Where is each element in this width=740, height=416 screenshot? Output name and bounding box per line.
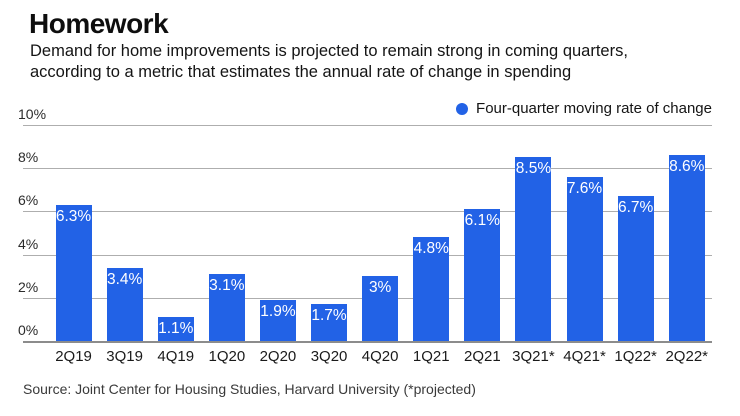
gridline-4% <box>23 254 712 256</box>
gridline-6% <box>23 211 712 213</box>
x-axis-tick-label: 4Q19 <box>157 348 195 365</box>
gridline-8% <box>23 168 712 170</box>
chart-subtitle: Demand for home improvements is projecte… <box>30 41 628 83</box>
chart-title: Homework <box>29 8 169 39</box>
x-axis-tick-label: 4Q20 <box>361 348 399 365</box>
bar-value-label: 3.4% <box>106 270 143 288</box>
bar-4Q21*: 7.6% <box>566 176 603 341</box>
bar-value-label: 3.1% <box>209 277 245 295</box>
bar-3Q20: 1.7% <box>311 304 348 341</box>
bar-value-label: 3% <box>368 279 392 297</box>
legend-label: Four-quarter moving rate of change <box>476 100 712 117</box>
bar-value-label: 1.9% <box>260 302 296 320</box>
bar-3Q21*: 8.5% <box>515 157 552 341</box>
x-axis-tick-label: 3Q20 <box>310 348 348 365</box>
y-axis-tick-label: 10% <box>18 106 47 122</box>
bar-value-label: 6.1% <box>464 212 501 230</box>
x-axis-tick-label: 2Q21 <box>463 348 501 365</box>
chart-subtitle-line-1: Demand for home improvements is projecte… <box>30 42 628 60</box>
x-axis-tick-label: 3Q21* <box>512 348 555 365</box>
x-axis-tick-label: 2Q19 <box>55 348 92 365</box>
legend: Four-quarter moving rate of change <box>456 100 712 117</box>
bar-value-label: 8.6% <box>669 158 705 176</box>
bar-4Q20: 3% <box>362 276 399 341</box>
bar-value-label: 4.8% <box>413 240 449 258</box>
bar-2Q19: 6.3% <box>55 204 92 341</box>
bar-value-label: 7.6% <box>566 179 603 197</box>
x-axis-tick-label: 2Q20 <box>259 348 297 365</box>
x-axis-tick-label: 2Q22* <box>665 348 709 365</box>
bar-2Q22*: 8.6% <box>668 155 705 341</box>
y-axis-tick-label: 4% <box>18 235 39 252</box>
bar-value-label: 1.7% <box>311 307 347 325</box>
y-axis-tick-label: 2% <box>18 278 39 295</box>
bar-1Q20: 3.1% <box>208 274 245 341</box>
x-axis-tick-label: 1Q21 <box>412 348 450 365</box>
x-axis-tick-label: 1Q20 <box>208 348 246 365</box>
bar-3Q19: 3.4% <box>106 267 143 341</box>
bar-value-label: 6.3% <box>55 207 92 225</box>
bar-1Q22*: 6.7% <box>617 196 654 341</box>
chart-subtitle-line-2: according to a metric that estimates the… <box>30 63 572 81</box>
gridline-0% <box>23 341 712 343</box>
source-note: Source: Joint Center for Housing Studies… <box>23 381 476 397</box>
bar-1Q21: 4.8% <box>413 237 450 341</box>
x-axis-tick-label: 4Q21* <box>563 348 606 365</box>
x-axis-tick-label: 3Q19 <box>106 348 143 365</box>
bar-2Q21: 6.1% <box>464 209 501 341</box>
bar-value-label: 1.1% <box>158 320 194 338</box>
bar-value-label: 8.5% <box>515 160 552 178</box>
y-axis-tick-label: 6% <box>18 192 39 209</box>
gridline-10% <box>23 125 712 126</box>
bar-2Q20: 1.9% <box>259 299 296 341</box>
x-axis-tick-label: 1Q22* <box>614 348 657 365</box>
y-axis-tick-label: 0% <box>18 322 39 338</box>
bar-value-label: 6.7% <box>617 199 654 217</box>
y-axis-tick-label: 8% <box>18 149 39 166</box>
legend-dot-icon <box>456 102 469 115</box>
bar-4Q19: 1.1% <box>157 317 194 341</box>
